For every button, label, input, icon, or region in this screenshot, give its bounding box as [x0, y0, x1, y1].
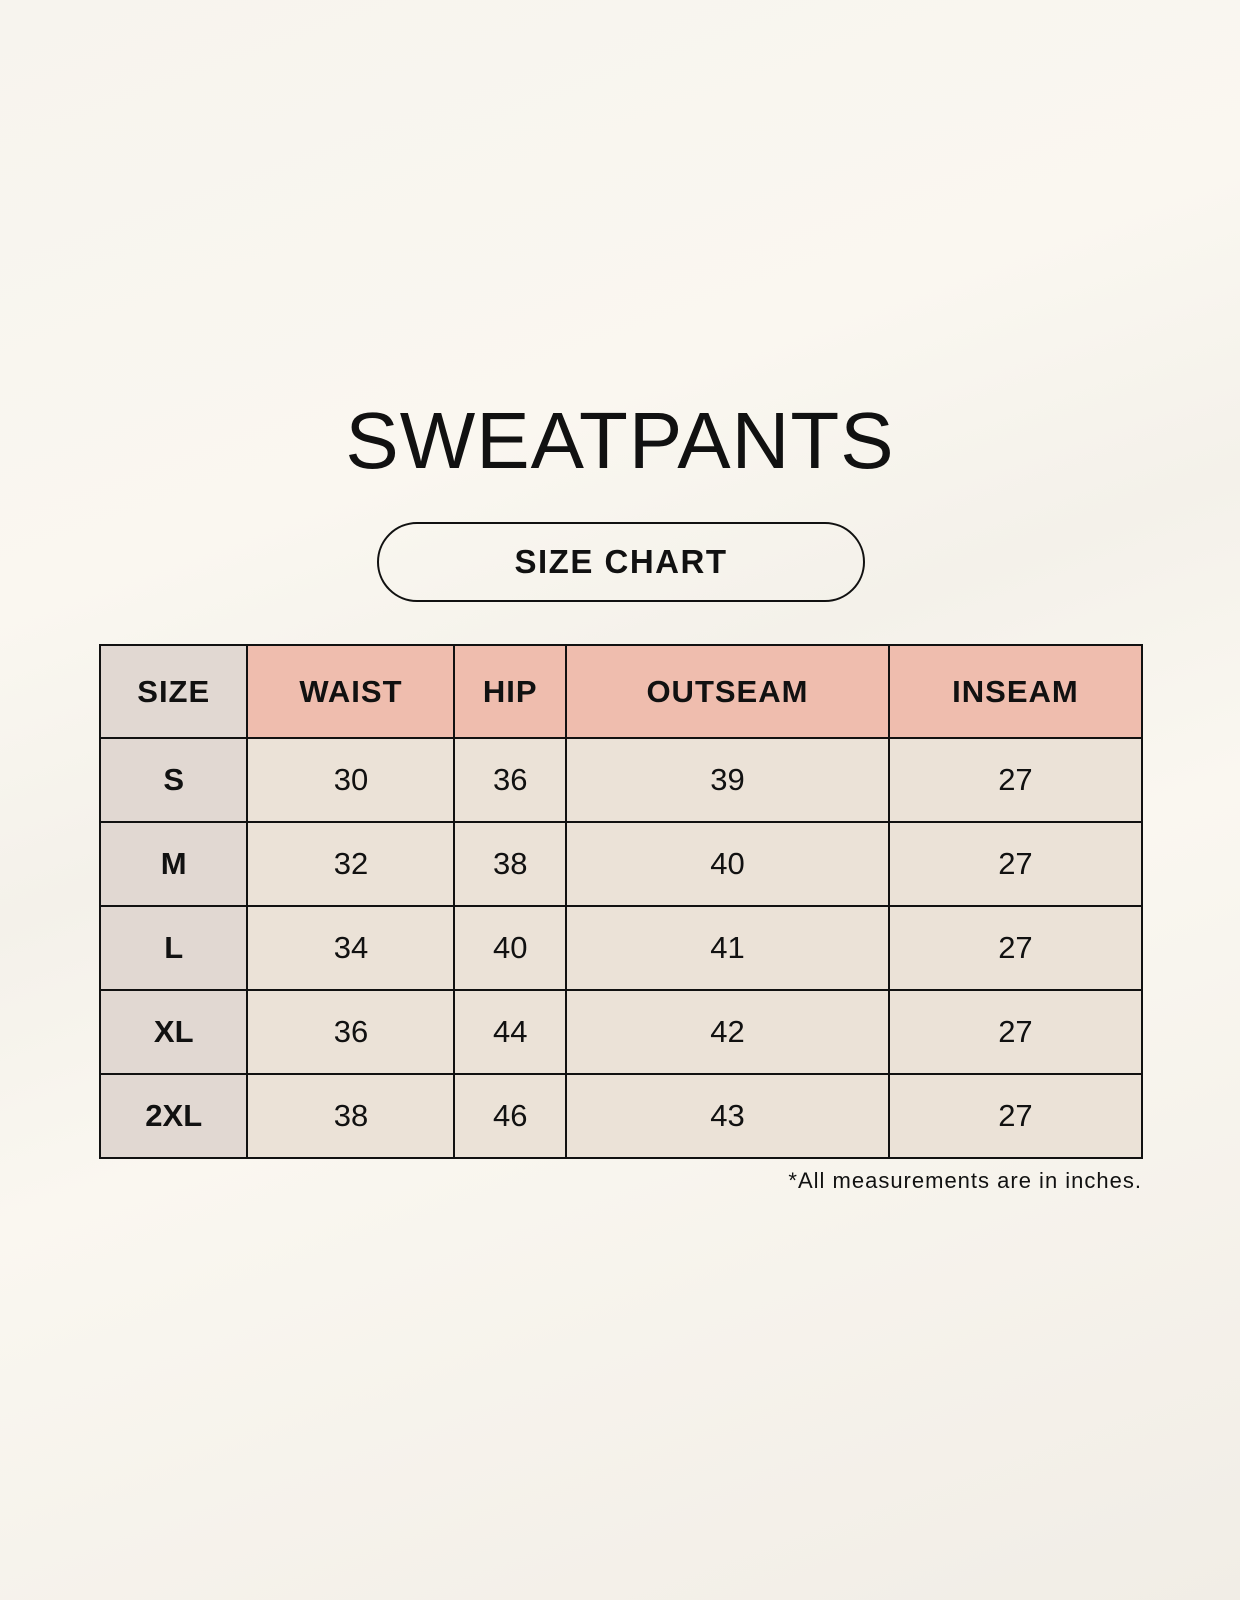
table-row: L 34 40 41 27	[98, 905, 1144, 991]
cell-size: M	[98, 821, 249, 907]
cell-size: XL	[98, 989, 249, 1075]
cell-size: S	[98, 737, 249, 823]
cell-hip: 46	[453, 1073, 568, 1159]
footnote: *All measurements are in inches.	[788, 1168, 1142, 1193]
cell-size: 2XL	[98, 1073, 249, 1159]
cell-hip: 44	[453, 989, 568, 1075]
table-row: S 30 36 39 27	[98, 737, 1144, 823]
cell-outseam: 43	[565, 1073, 890, 1159]
header-size: SIZE	[98, 644, 249, 739]
table-row: XL 36 44 42 27	[98, 989, 1144, 1075]
table-header-row: SIZE WAIST HIP OUTSEAM INSEAM	[98, 644, 1144, 739]
cell-inseam: 27	[887, 1073, 1144, 1159]
cell-waist: 30	[246, 737, 456, 823]
table-row: 2XL 38 46 43 27	[98, 1073, 1144, 1159]
cell-hip: 40	[453, 905, 568, 991]
cell-outseam: 42	[565, 989, 890, 1075]
cell-inseam: 27	[887, 989, 1144, 1075]
cell-waist: 32	[246, 821, 456, 907]
cell-outseam: 39	[565, 737, 890, 823]
header-outseam: OUTSEAM	[565, 644, 890, 739]
cell-hip: 36	[453, 737, 568, 823]
cell-outseam: 40	[565, 821, 890, 907]
cell-inseam: 27	[887, 821, 1144, 907]
cell-size: L	[98, 905, 249, 991]
header-hip: HIP	[453, 644, 568, 739]
size-chart-badge: SIZE CHART	[377, 522, 865, 602]
header-inseam: INSEAM	[887, 644, 1144, 739]
cell-inseam: 27	[887, 737, 1144, 823]
cell-waist: 38	[246, 1073, 456, 1159]
cell-waist: 36	[246, 989, 456, 1075]
cell-waist: 34	[246, 905, 456, 991]
header-waist: WAIST	[246, 644, 456, 739]
table-row: M 32 38 40 27	[98, 821, 1144, 907]
cell-hip: 38	[453, 821, 568, 907]
cell-inseam: 27	[887, 905, 1144, 991]
size-table: SIZE WAIST HIP OUTSEAM INSEAM S 30 36 39 27 M…	[98, 644, 1144, 1159]
page-title: SWEATPANTS	[345, 396, 895, 485]
cell-outseam: 41	[565, 905, 890, 991]
